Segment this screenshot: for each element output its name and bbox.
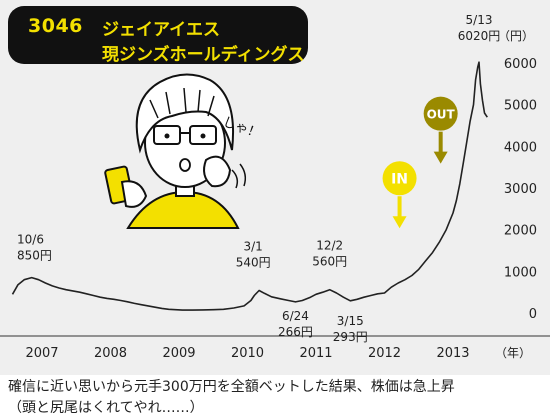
plot-area: 10/6 850円 3/1 540円 6/24 266円 12/2 560円 3/15 293円 5… [11,13,501,344]
y-tick-label: 0 [529,307,537,322]
axes: 0 1000 2000 3000 4000 5000 6000 （円） 2007 2008 2009… [0,29,550,361]
company-name: ジェイアイエス [102,20,220,40]
marker-label: IN [391,171,408,187]
marker-label: OUT [427,108,456,122]
annotation-date: 6/24 [282,309,309,323]
title-badge: 3046 ジェイアイエス 現ジンズホールディングス [8,6,308,65]
x-tick-label: 2010 [231,346,264,361]
marker-badge [382,161,417,196]
person-illustration: しゃ！ [104,73,263,229]
annotation-date: 3/1 [243,240,262,254]
chart-panel: しゃ！ 0 1000 2000 3000 4000 5000 6000 （円） 2007 2008… [0,0,550,375]
x-tick-label: 2012 [368,346,401,361]
annotation-value: 6020円 [458,29,501,43]
company-new-name: 現ジンズホールディングス [102,45,305,65]
y-tick-label: 2000 [504,224,537,239]
annotation-value: 293円 [333,330,368,344]
x-tick-label: 2013 [436,346,469,361]
exclaim-text: しゃ！ [221,115,263,142]
annotation-value: 850円 [17,249,52,263]
stock-price-chart: しゃ！ 0 1000 2000 3000 4000 5000 6000 （円） 2007 2008… [0,13,550,361]
caption-line-1: 確信に近い思いから元手300万円を全額ベットした結果、株価は急上昇 [8,379,455,395]
annotation-date: 10/6 [17,233,44,247]
annotation-value: 540円 [236,256,271,270]
annotation-date: 12/2 [316,239,343,253]
glasses-left [153,125,181,145]
x-axis-unit: （年） [495,346,531,360]
x-tick-label: 2009 [162,346,195,361]
annotation-date: 3/15 [337,314,364,328]
x-tick-label: 2008 [94,346,127,361]
annotation-value: 560円 [312,255,347,269]
price-line [11,61,488,311]
y-axis-unit: （円） [498,29,534,43]
stock-code: 3046 [28,15,83,37]
y-tick-label: 4000 [504,140,537,155]
right-fist [203,155,232,188]
marker-arrow-head [392,216,407,229]
x-tick-label: 2007 [25,346,58,361]
person-hair [135,73,235,154]
person-mouth [179,158,191,172]
annotation-value: 266円 [278,325,313,339]
left-hand [120,180,148,208]
y-tick-label: 5000 [504,99,537,114]
y-tick-label: 3000 [504,182,537,197]
annotation-date: 5/13 [466,13,493,27]
caption-line-2: （頭と尻尾はくれてやれ……） [8,400,204,416]
y-tick-label: 1000 [504,265,537,280]
marker-arrow-head [433,151,448,164]
x-tick-label: 2011 [299,346,332,361]
glasses-right [189,125,217,145]
marker-badge [423,96,458,131]
y-tick-label: 6000 [504,57,537,72]
